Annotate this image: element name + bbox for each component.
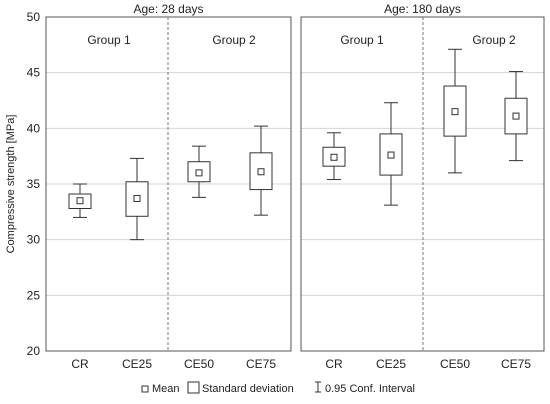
y-tick-label: 45 [27, 66, 41, 80]
y-tick-label: 35 [27, 177, 41, 191]
mean-marker [451, 108, 459, 116]
x-tick-label: CE75 [246, 357, 276, 371]
mean-marker [512, 112, 520, 120]
panel-title: Age: 180 days [384, 2, 461, 16]
x-tick-label: CR [71, 357, 89, 371]
panel-title: Age: 28 days [133, 2, 203, 16]
group-label: Group 2 [212, 33, 256, 47]
legend-ci-label: 0.95 Conf. Interval [325, 383, 415, 395]
y-tick-label: 25 [27, 288, 41, 302]
y-tick-label: 30 [27, 233, 41, 247]
y-tick-label: 20 [27, 344, 41, 358]
x-tick-label: CE25 [376, 357, 406, 371]
x-tick-label: CE25 [122, 357, 152, 371]
x-tick-label: CE50 [440, 357, 470, 371]
legend-sd-label: Standard deviation [202, 383, 294, 395]
legend-mean-symbol [141, 385, 149, 393]
legend-sd-symbol [187, 381, 200, 394]
mean-marker [76, 197, 84, 205]
mean-marker [330, 153, 338, 161]
group-label: Group 1 [87, 33, 131, 47]
x-tick-label: CE50 [184, 357, 214, 371]
mean-marker [195, 169, 203, 177]
x-tick-label: CR [325, 357, 343, 371]
y-axis-title: Compressive strength [MPa] [5, 115, 17, 254]
mean-marker [257, 168, 265, 176]
y-tick-label: 50 [27, 10, 41, 24]
legend-mean-label: Mean [152, 383, 180, 395]
group-label: Group 1 [340, 33, 384, 47]
x-tick-label: CE75 [501, 357, 531, 371]
y-tick-label: 40 [27, 121, 41, 135]
mean-marker [387, 151, 395, 159]
mean-marker [133, 194, 141, 202]
group-label: Group 2 [472, 33, 516, 47]
